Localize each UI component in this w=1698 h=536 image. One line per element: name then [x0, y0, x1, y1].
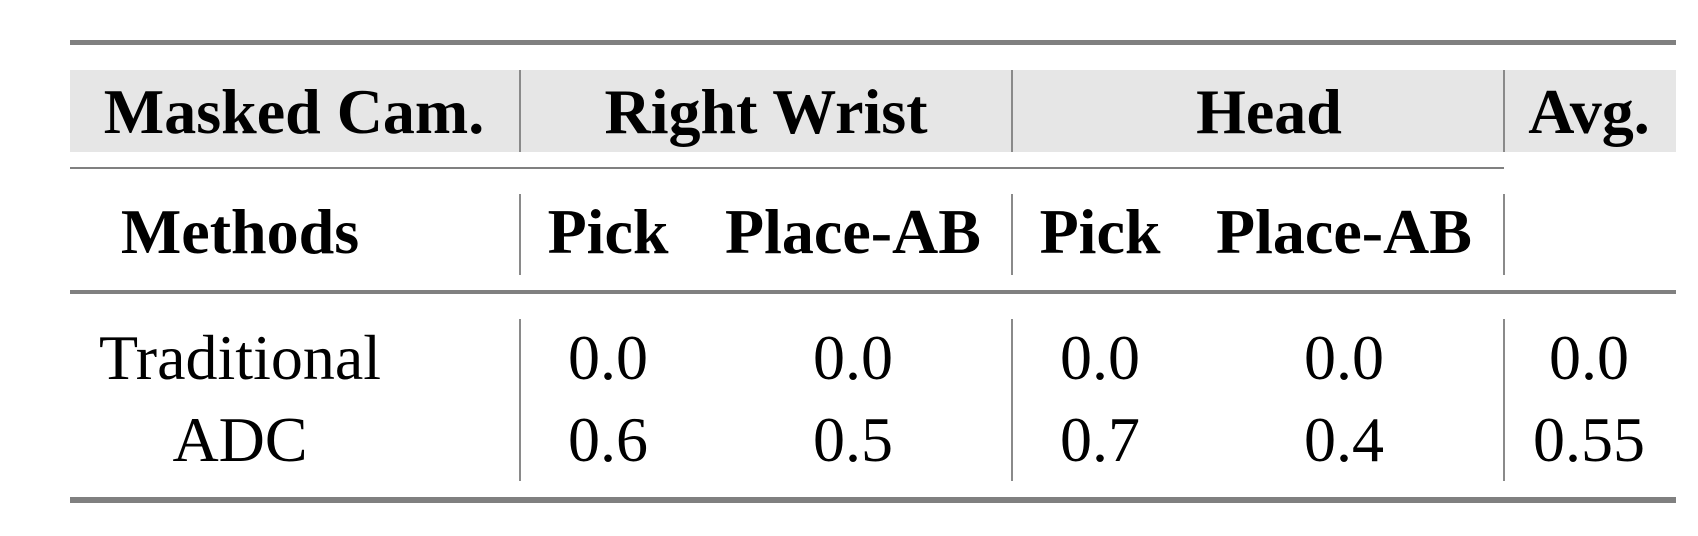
row-method: ADC — [172, 404, 308, 475]
cell-value: 0.0 — [813, 322, 893, 393]
cell-value: 0.0 — [1304, 322, 1384, 393]
cell-value: 0.7 — [1060, 404, 1140, 475]
header-pick: Pick — [1039, 196, 1161, 267]
cmid-rule — [70, 167, 1504, 169]
column-divider — [519, 319, 521, 481]
header-place-ab: Place-AB — [725, 196, 981, 267]
header-head: Head — [1196, 76, 1342, 147]
column-divider — [1011, 319, 1013, 481]
column-divider — [1503, 319, 1505, 481]
header-band — [70, 70, 1676, 152]
cell-value: 0.0 — [1060, 322, 1140, 393]
bottom-rule — [70, 497, 1676, 503]
cell-value: 0.6 — [568, 404, 648, 475]
cell-value: 0.5 — [813, 404, 893, 475]
cell-value: 0.0 — [568, 322, 648, 393]
column-divider — [1503, 70, 1505, 152]
column-divider — [1011, 70, 1013, 152]
column-divider — [1011, 194, 1013, 275]
top-rule — [70, 40, 1676, 45]
column-divider — [519, 70, 521, 152]
column-divider — [519, 194, 521, 275]
header-masked-cam: Masked Cam. — [103, 76, 485, 147]
column-divider — [1503, 194, 1505, 275]
mid-rule — [70, 290, 1676, 294]
cell-avg: 0.55 — [1533, 404, 1645, 475]
header-avg: Avg. — [1528, 76, 1650, 147]
header-right-wrist: Right Wrist — [604, 76, 928, 147]
header-place-ab: Place-AB — [1216, 196, 1472, 267]
header-methods: Methods — [120, 196, 360, 267]
cell-value: 0.4 — [1304, 404, 1384, 475]
header-pick: Pick — [547, 196, 669, 267]
row-method: Traditional — [98, 322, 382, 393]
cell-avg: 0.0 — [1549, 322, 1629, 393]
